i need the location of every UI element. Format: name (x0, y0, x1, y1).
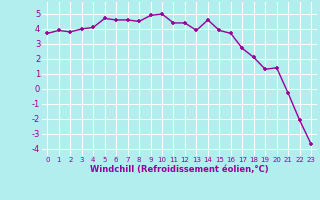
X-axis label: Windchill (Refroidissement éolien,°C): Windchill (Refroidissement éolien,°C) (90, 165, 268, 174)
